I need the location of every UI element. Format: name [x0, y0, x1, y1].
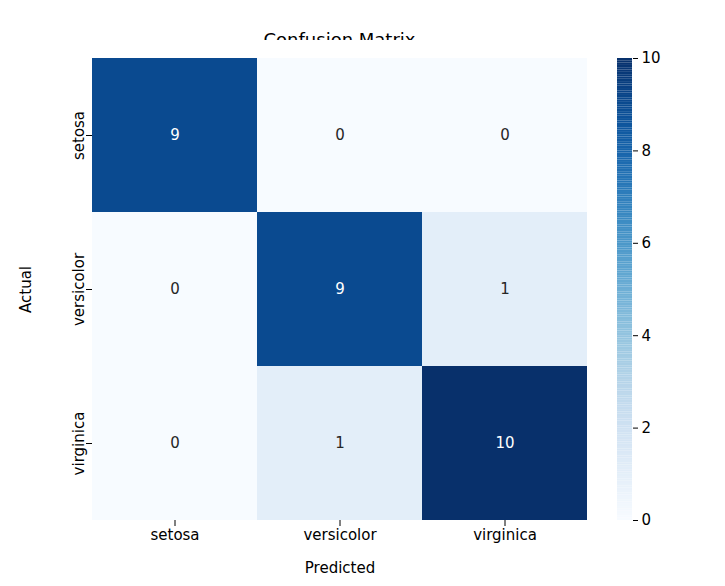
svg-text:1: 1: [335, 434, 345, 452]
svg-text:Actual: Actual: [17, 266, 35, 313]
svg-text:10: 10: [495, 434, 514, 452]
svg-text:0: 0: [642, 511, 652, 529]
svg-text:6: 6: [642, 234, 652, 252]
svg-text:9: 9: [170, 126, 180, 144]
svg-text:Predicted: Predicted: [305, 559, 375, 577]
svg-text:0: 0: [170, 280, 180, 298]
svg-text:10: 10: [642, 49, 661, 67]
svg-text:0: 0: [170, 434, 180, 452]
svg-text:9: 9: [335, 280, 345, 298]
svg-text:virginica: virginica: [473, 526, 537, 544]
svg-text:virginica: virginica: [70, 412, 88, 476]
svg-text:versicolor: versicolor: [303, 526, 377, 544]
svg-text:4: 4: [642, 327, 652, 345]
svg-text:versicolor: versicolor: [70, 252, 88, 326]
svg-text:2: 2: [642, 419, 652, 437]
svg-text:1: 1: [500, 280, 510, 298]
html-text:Confusion Matrix: Confusion Matrix: [263, 29, 416, 50]
svg-text:8: 8: [642, 142, 652, 160]
svg-text:setosa: setosa: [150, 526, 199, 544]
svg-text:setosa: setosa: [70, 111, 88, 160]
svg-text:0: 0: [500, 126, 510, 144]
svg-text:0: 0: [335, 126, 345, 144]
